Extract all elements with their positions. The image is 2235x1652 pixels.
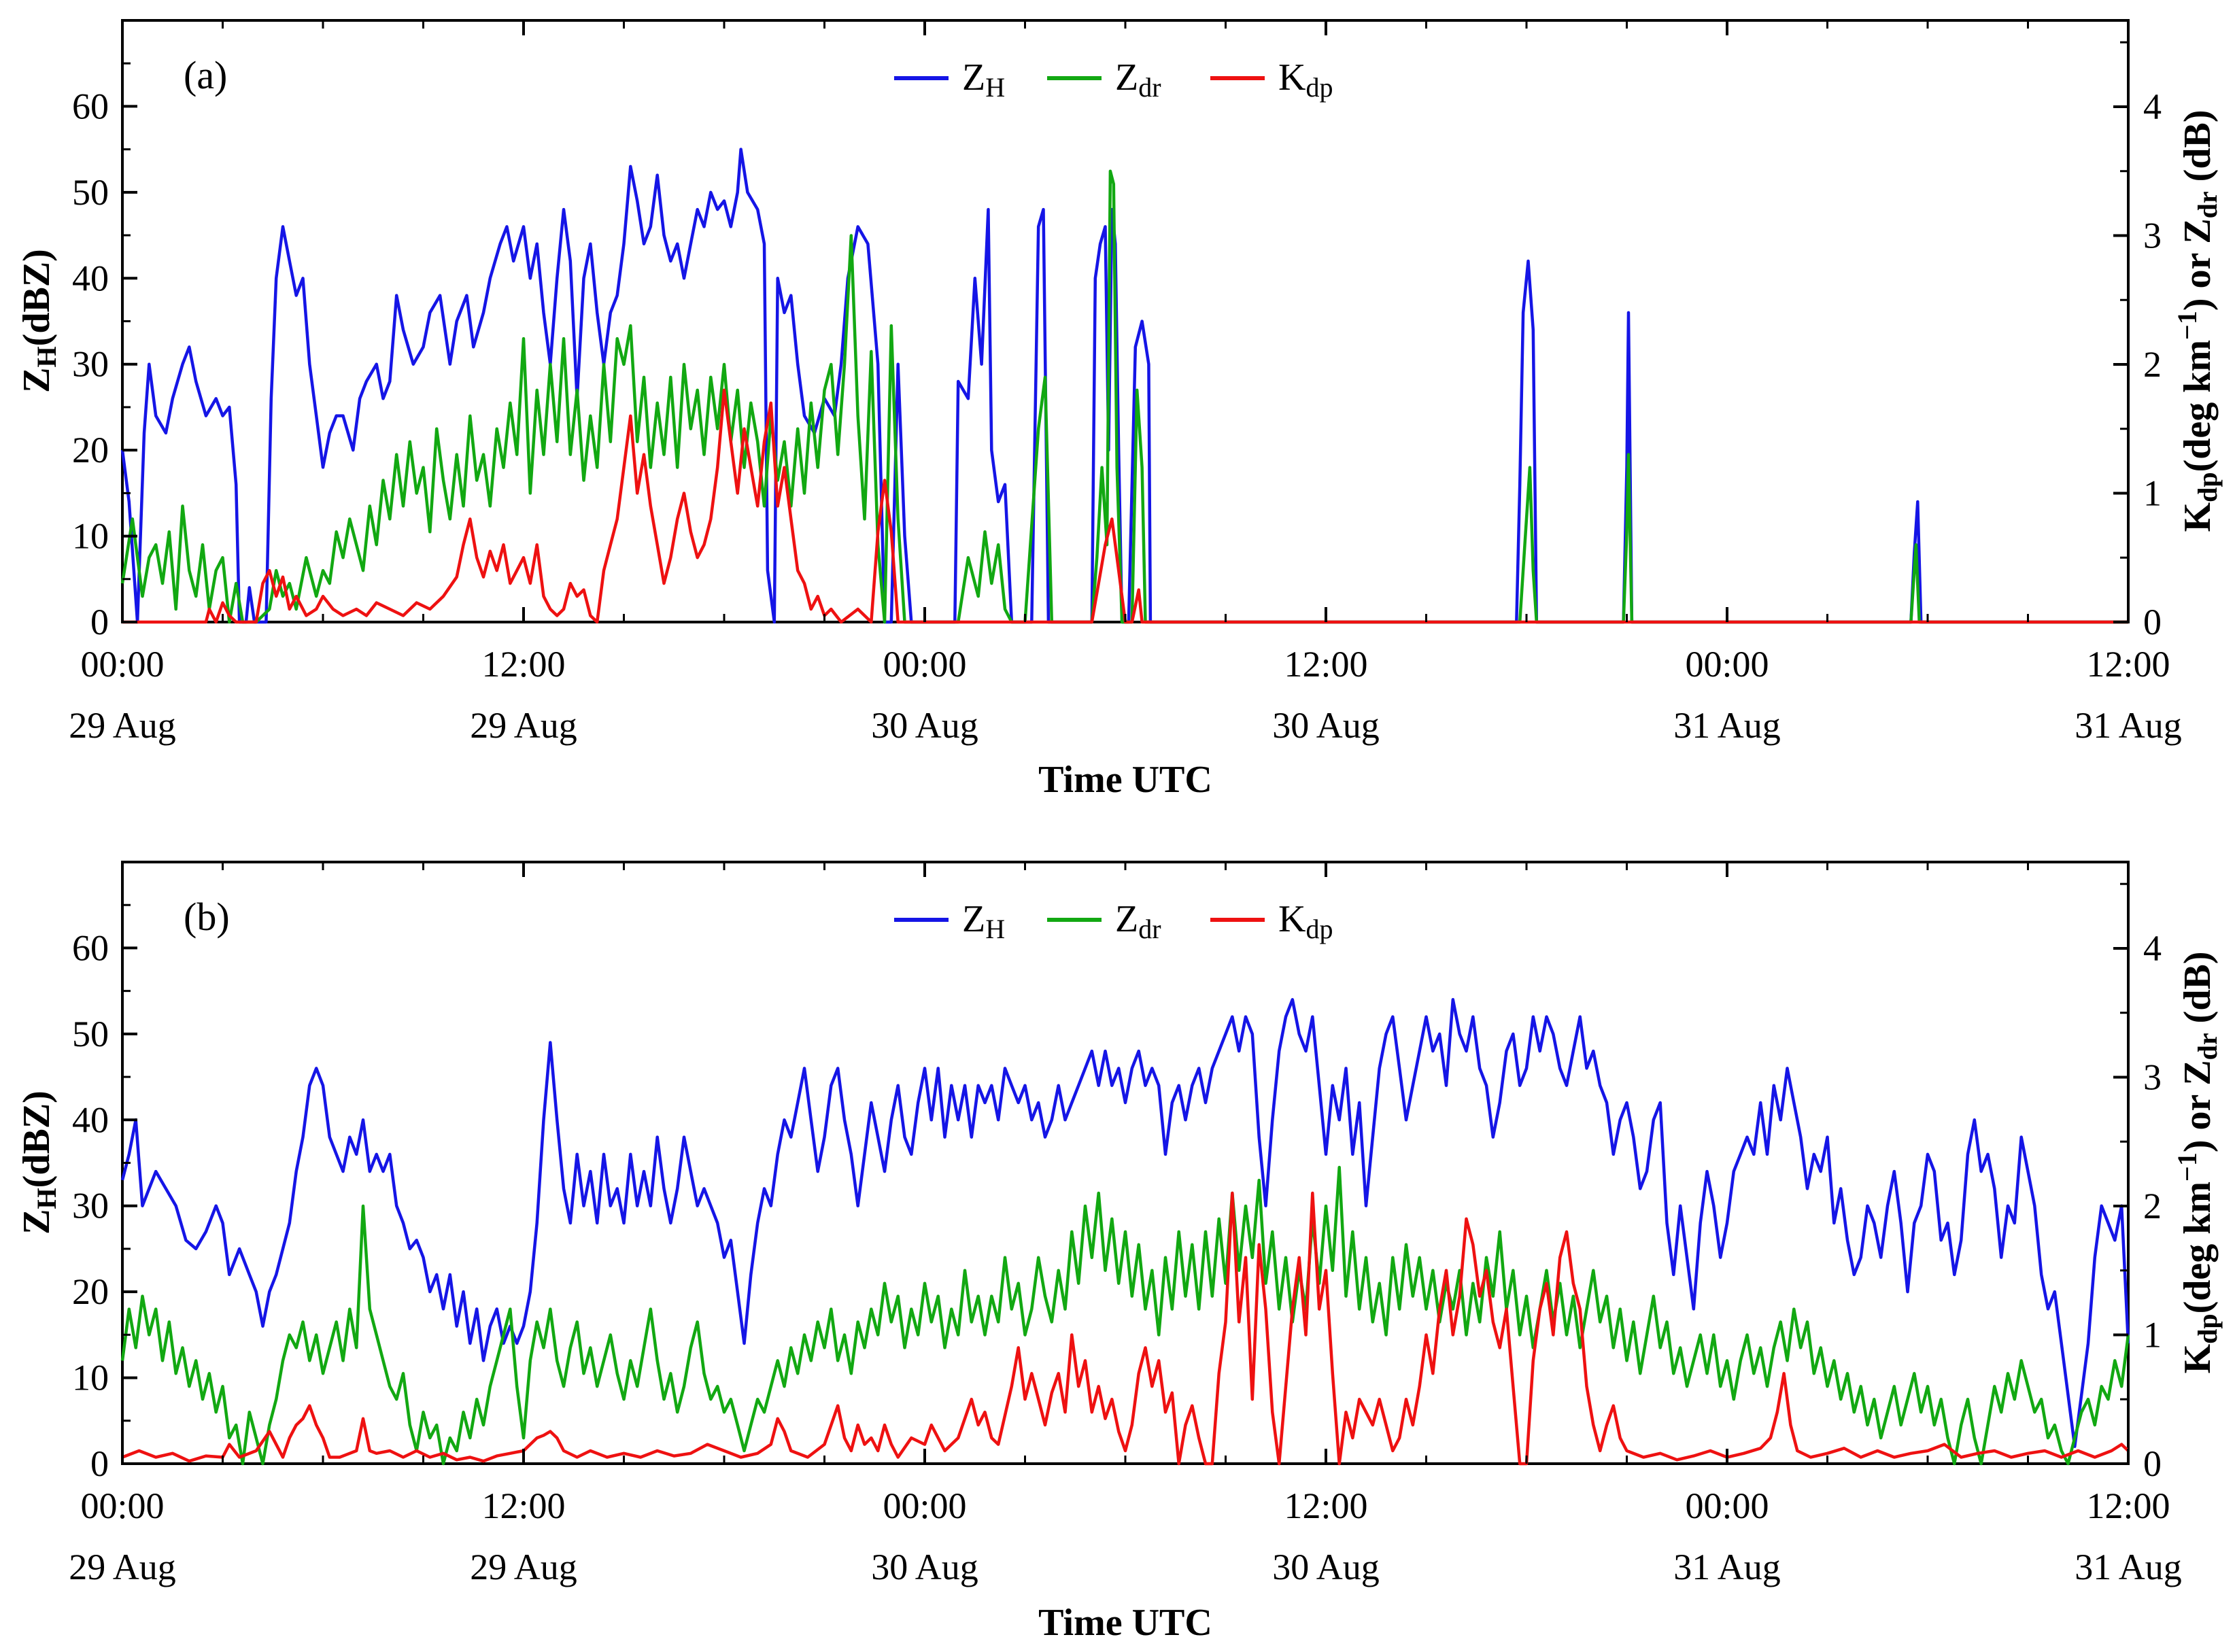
x-tick-label-date: 31 Aug [2075,705,2182,746]
legend-label-zh: ZH [962,56,1005,103]
x-tick-label-date: 31 Aug [2075,1547,2182,1587]
right-axis-title: Kdp(deg km−1) or Zdr (dB) [2172,110,2223,532]
x-tick-label-date: 30 Aug [871,1547,978,1587]
plot-frame [121,861,2130,1465]
y-left-tick-label: 10 [72,516,109,557]
x-tick-label-date: 30 Aug [871,705,978,746]
x-tick-label-date: 30 Aug [1272,1547,1380,1587]
y-right-tick-label: 4 [2143,928,2162,969]
y-left-tick-label: 30 [72,344,109,385]
left-axis-title: ZH(dBZ) [16,249,62,393]
x-tick-label-date: 29 Aug [69,1547,176,1587]
left-axis-title: ZH(dBZ) [16,1090,62,1235]
y-left-tick-label: 60 [72,86,109,126]
x-tick-label-time: 00:00 [1685,1485,1769,1526]
x-tick-label-time: 12:00 [481,1485,565,1526]
legend-label-zh: ZH [962,898,1005,944]
y-left-tick-label: 20 [72,430,109,470]
legend-label-kdp: Kdp [1278,898,1333,944]
y-right-tick-label: 3 [2143,215,2162,256]
x-tick-label-time: 00:00 [1685,644,1769,685]
y-left-tick-label: 30 [72,1186,109,1226]
x-tick-label-time: 12:00 [481,644,565,685]
y-right-tick-label: 2 [2143,1186,2162,1226]
series-layer [120,148,2128,624]
y-left-tick-label: 40 [72,258,109,298]
y-left-tick-label: 20 [72,1271,109,1312]
y-left-tick-label: 0 [90,1443,109,1484]
legend: ZH Zdr Kdp [894,56,1333,103]
series-line-zh [120,998,2130,1448]
right-axis-title: Kdp(deg km−1) or Zdr (dB) [2172,952,2223,1374]
x-tick-label-time: 12:00 [2086,644,2170,685]
series-line-zh [120,148,2128,624]
x-tick-label-date: 31 Aug [1673,1547,1781,1587]
y-left-tick-label: 40 [72,1099,109,1140]
panel-label: (b) [184,895,230,939]
panel-a: 0 10 20 30 40 50 60 0 1 2 3 4 00:00 29 Aug 12:00 29 Aug… [16,19,2223,801]
series-line-kdp [122,1191,2130,1466]
x-tick-label-time: 00:00 [80,1485,164,1526]
x-tick-label-time: 12:00 [1284,1485,1367,1526]
x-tick-label-time: 00:00 [883,644,966,685]
series-line-zdr [120,1165,2130,1466]
y-right-tick-label: 1 [2143,1314,2162,1355]
x-axis-title: Time UTC [1038,1602,1212,1644]
y-right-tick-label: 4 [2143,86,2162,127]
series-line-kdp [122,388,2128,624]
x-tick-label-date: 31 Aug [1673,705,1781,746]
x-tick-label-time: 00:00 [883,1485,966,1526]
x-axis-title: Time UTC [1038,759,1212,801]
panel-b: 0 10 20 30 40 50 60 0 1 2 3 4 00:00 29 Aug 12:00 29 Aug… [16,861,2223,1644]
legend: ZH Zdr Kdp [894,898,1333,944]
plot-frame [121,19,2130,623]
x-tick-label-date: 29 Aug [470,705,577,746]
panel-label: (a) [184,53,227,97]
axes-layer: 0 10 20 30 40 50 60 0 1 2 3 4 00:00 29 Aug 12:00 29 Aug… [69,20,2182,746]
x-tick-label-time: 00:00 [80,644,164,685]
legend-label-kdp: Kdp [1278,56,1333,103]
x-tick-label-date: 29 Aug [470,1547,577,1587]
x-tick-label-date: 30 Aug [1272,705,1380,746]
y-right-tick-label: 0 [2143,602,2162,642]
y-right-tick-label: 0 [2143,1443,2162,1484]
legend-label-zdr: Zdr [1115,898,1161,944]
y-left-tick-label: 50 [72,1014,109,1054]
y-left-tick-label: 0 [90,602,109,642]
series-layer [120,998,2130,1466]
y-left-tick-label: 50 [72,172,109,213]
x-tick-label-time: 12:00 [1284,644,1367,685]
axes-layer: 0 10 20 30 40 50 60 0 1 2 3 4 00:00 29 Aug 12:00 29 Aug… [69,862,2182,1587]
y-left-tick-label: 10 [72,1358,109,1398]
series-line-zdr [120,169,2128,624]
y-right-tick-label: 2 [2143,344,2162,385]
y-right-tick-label: 3 [2143,1056,2162,1097]
x-tick-label-date: 29 Aug [69,705,176,746]
x-tick-label-time: 12:00 [2086,1485,2170,1526]
y-left-tick-label: 60 [72,927,109,968]
legend-label-zdr: Zdr [1115,56,1161,103]
y-right-tick-label: 1 [2143,472,2162,513]
